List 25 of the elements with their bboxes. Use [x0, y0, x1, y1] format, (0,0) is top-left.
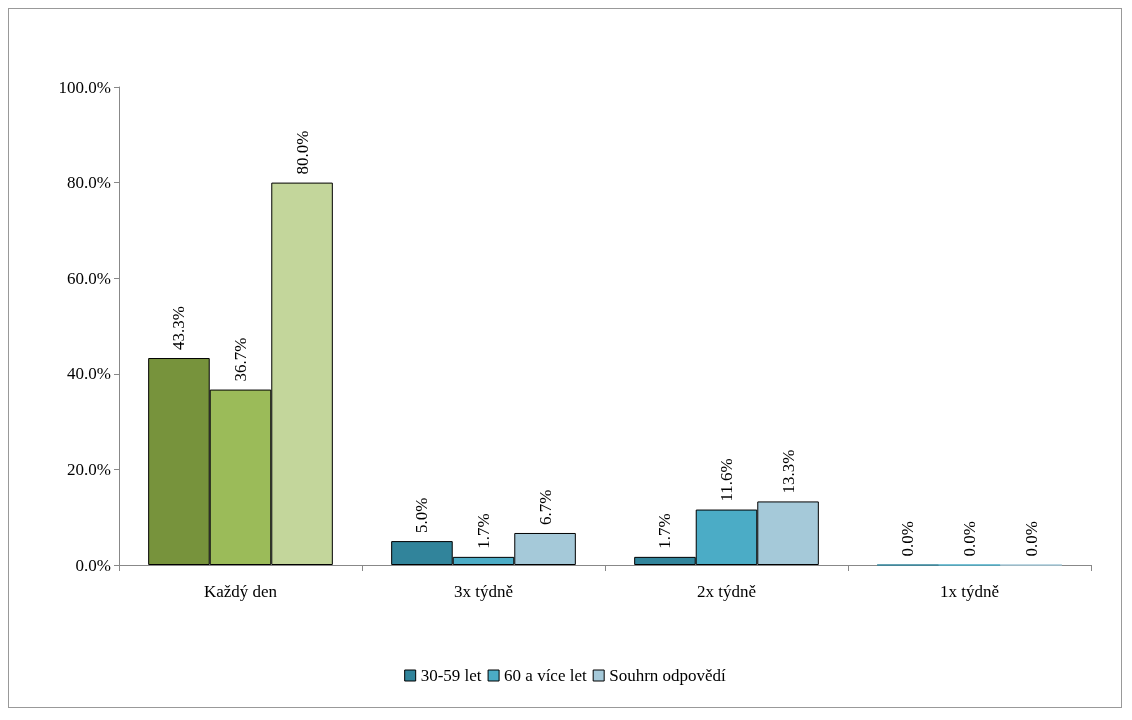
data-label: 0.0% [1021, 521, 1041, 557]
data-label: 11.6% [717, 458, 736, 502]
data-label: 5.0% [412, 497, 432, 534]
y-tick-label: 20.0% [67, 459, 111, 479]
legend-label: 60 a více let [504, 666, 587, 685]
data-label: 43.3% [169, 306, 189, 351]
data-label: 1.7% [655, 513, 675, 549]
data-label: 80.0% [292, 130, 312, 175]
x-tick-label: 3x týdně [453, 582, 514, 601]
x-tick-label: 2x týdně [696, 582, 757, 601]
y-tick-label: 100.0% [58, 77, 111, 97]
y-tick-label: 0.0% [75, 555, 111, 575]
legend-label: Souhrn odpovědí [609, 666, 727, 685]
y-tick-label: 80.0% [67, 173, 111, 193]
data-label: 1.7% [474, 513, 493, 549]
data-label: 0.0% [898, 521, 918, 557]
y-tick-label: 60.0% [67, 268, 111, 288]
x-tick-label: Každý den [203, 582, 278, 601]
x-tick-label: 1x týdně [939, 582, 1000, 601]
y-tick-label: 40.0% [67, 364, 111, 384]
data-label: 6.7% [535, 489, 555, 525]
data-label: 13.3% [778, 449, 798, 494]
data-label: 0.0% [960, 521, 979, 557]
data-label: 36.7% [231, 337, 250, 382]
legend-label: 30-59 let [420, 666, 482, 685]
